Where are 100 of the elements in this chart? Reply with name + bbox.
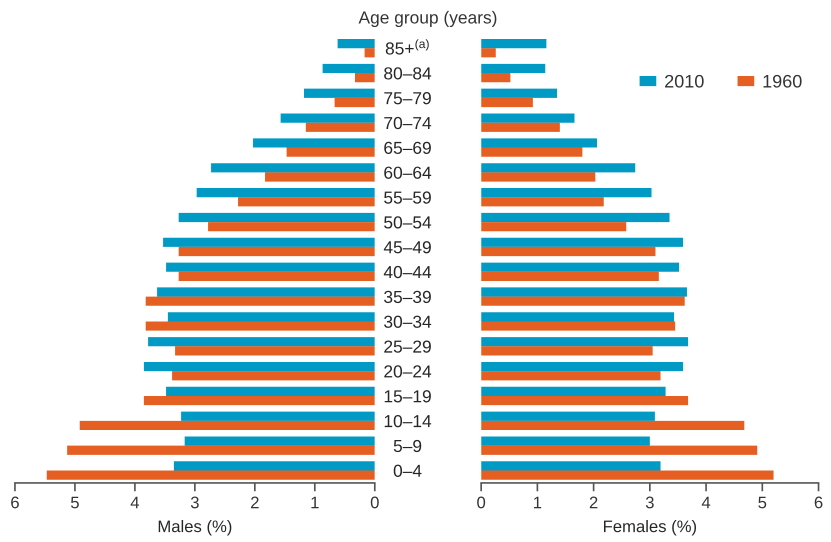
x-tick-label: 4 [702, 496, 710, 508]
bar [146, 321, 375, 331]
bar [211, 163, 375, 172]
bar [172, 371, 375, 380]
bar [481, 138, 597, 148]
x-axis-title: Females (%) [604, 520, 696, 536]
bar [146, 296, 375, 306]
bar [481, 88, 558, 98]
y-tick-label: 50–54 [384, 216, 432, 229]
bar [481, 172, 596, 182]
text: Age group (years) [358, 10, 496, 28]
y-tick-label: 25–29 [384, 340, 431, 353]
bar [481, 122, 560, 132]
bar [238, 197, 375, 206]
bar [481, 412, 655, 421]
bar [481, 163, 636, 172]
bar [157, 287, 375, 297]
bar [178, 212, 375, 222]
bar [144, 362, 375, 372]
x-tick-label: 3 [646, 496, 654, 508]
y-tick-label: 10–14 [384, 414, 432, 428]
bar [481, 272, 659, 281]
bar [481, 461, 661, 470]
bar [181, 412, 375, 421]
x-tick-label: 2 [590, 496, 598, 508]
bar [481, 222, 626, 232]
bar [166, 262, 375, 272]
bar [280, 114, 375, 123]
bar [80, 420, 375, 430]
bar [184, 436, 375, 446]
bar [196, 188, 375, 198]
y-tick-label: 45–49 [384, 241, 431, 254]
bar [46, 470, 375, 480]
x-tick-label: 1 [534, 496, 542, 508]
bar [208, 222, 375, 232]
bar [265, 172, 375, 182]
bar [481, 188, 652, 198]
bar [174, 461, 375, 470]
bar [481, 262, 680, 272]
y-tick-label: 70–74 [384, 116, 432, 130]
bar [67, 446, 375, 455]
bar [481, 246, 656, 256]
x-tick-label: 6 [814, 496, 822, 508]
bar [354, 73, 375, 82]
bar [481, 420, 744, 430]
bar [168, 312, 375, 322]
x-tick-label: 5 [758, 496, 766, 508]
bar [481, 386, 666, 396]
bar [481, 296, 685, 306]
bar [481, 114, 574, 123]
y-tick-label: 65–69 [384, 142, 431, 154]
bar [178, 246, 375, 256]
bar [286, 148, 375, 157]
bar [253, 138, 375, 148]
bar [364, 48, 375, 58]
x-tick-label: 6 [11, 496, 19, 508]
x-tick-label: 5 [70, 496, 79, 508]
bar [338, 39, 375, 48]
y-tick-label: 20–24 [384, 365, 432, 378]
bar [481, 396, 688, 406]
bar [481, 362, 684, 372]
bar [334, 98, 375, 108]
bar [304, 88, 375, 98]
bar [163, 238, 375, 247]
y-tick-label: 55–59 [384, 191, 431, 204]
bar [481, 337, 688, 346]
y-tick-label: 60–64 [384, 166, 432, 179]
x-tick-label: 4 [130, 496, 140, 508]
bar [481, 470, 774, 480]
x-tick-label: 1 [311, 496, 319, 508]
x-tick-label: 3 [190, 496, 199, 508]
x-tick-label: 2 [251, 496, 259, 508]
bar [481, 446, 758, 455]
y-tick-label: 0–4 [394, 464, 422, 477]
bar [481, 48, 496, 58]
bar [481, 39, 546, 48]
y-tick-label: 30–34 [384, 316, 432, 328]
bar [322, 64, 375, 74]
bar [481, 312, 674, 322]
y-tick-label: 75–79 [384, 92, 431, 104]
bar [481, 321, 676, 331]
bar [481, 64, 546, 74]
bar [481, 346, 653, 356]
bar [481, 73, 510, 82]
x-axis-title: Males (%) [158, 520, 232, 536]
y-tick-label: 85+$^{(a)}$ [386, 39, 429, 55]
bar [166, 386, 375, 396]
bar [175, 346, 375, 356]
bar [481, 436, 650, 446]
bar [144, 396, 375, 406]
bar [178, 272, 375, 281]
bar [481, 287, 687, 297]
x-tick-label: 0 [370, 496, 379, 508]
x-tick-label: 0 [477, 496, 486, 508]
y-tick-label: 35–39 [384, 290, 431, 304]
legend-label: 1960 [764, 74, 802, 88]
bar [481, 98, 533, 108]
bar [481, 238, 684, 247]
bar [481, 371, 661, 380]
bar [481, 148, 582, 157]
